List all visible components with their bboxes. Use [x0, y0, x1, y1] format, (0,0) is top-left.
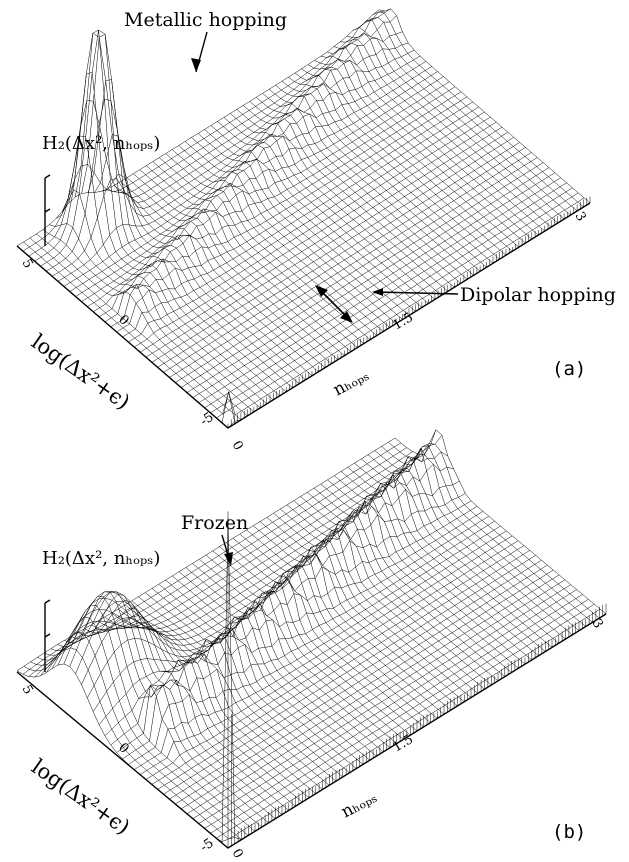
- mesh-line-y: [139, 126, 503, 353]
- annotation-frozen: Frozen: [181, 512, 248, 534]
- ylabel-a: log(Δx²+ϵ): [27, 329, 134, 414]
- mesh-line-y: [157, 555, 536, 790]
- mesh-line-y: [46, 42, 409, 272]
- surface-panel-a: Metallic hopping H₂(Δx², nₕₒₚₛ) Dipolar …: [16, 4, 616, 454]
- mesh-line-y: [110, 515, 489, 746]
- mesh-line-y: [63, 434, 443, 664]
- panel-label-a: (a): [552, 358, 586, 380]
- mesh-line-y: [180, 162, 544, 388]
- mesh-line-y: [22, 10, 385, 252]
- mesh-line-y: [210, 187, 573, 414]
- mesh-line-y: [145, 131, 509, 358]
- arrowhead-frozen: [224, 552, 233, 566]
- mesh-line-y: [151, 550, 530, 785]
- mesh-line-y: [204, 182, 567, 409]
- x-tick-b-0: 0: [229, 847, 246, 862]
- z-tick-b-1: [44, 599, 51, 604]
- surface-panel-b: Frozen H₂(Δx², nₕₒₚₛ) 5 0 -5 0 1.5 3 log…: [16, 429, 607, 862]
- mesh-line-y: [92, 500, 472, 712]
- mesh-line-y: [75, 71, 438, 297]
- mesh-line-y: [151, 137, 514, 363]
- mesh-line-y: [16, 9, 380, 247]
- mesh-line-y: [163, 147, 526, 373]
- arrowhead-dipolar-hopping-3: [315, 285, 328, 297]
- front-edge-a: [16, 202, 591, 429]
- mesh-line-y: [98, 91, 462, 318]
- z-tick-a-1: [44, 174, 51, 179]
- mesh-line-y: [57, 55, 421, 282]
- y-tick-a-5: 5: [19, 257, 36, 272]
- mesh-line-y: [87, 493, 466, 699]
- arrow-dipolar-hopping-1: [375, 291, 459, 295]
- mesh-line-y: [93, 86, 456, 312]
- y-tick-b-neg5: -5: [198, 836, 217, 856]
- mesh-line-y: [122, 525, 501, 760]
- mesh-line-y: [175, 569, 554, 805]
- mesh-line-y: [192, 172, 555, 398]
- mesh-line-y: [110, 101, 473, 328]
- mesh-line-y: [216, 603, 595, 839]
- mesh-line-y: [81, 76, 444, 302]
- mesh-line-y: [221, 197, 585, 423]
- mesh-line-y: [40, 453, 419, 676]
- mesh-line-y: [51, 445, 431, 669]
- mesh-line-y: [180, 574, 560, 810]
- mesh-line-y: [116, 520, 495, 753]
- x-tick-a-0: 0: [229, 439, 246, 454]
- mesh-line-y: [28, 447, 407, 677]
- mesh-line-y: [34, 451, 413, 678]
- mesh-line-y: [40, 29, 403, 267]
- mesh-line-y: [46, 454, 425, 673]
- mesh-line-y: [134, 535, 513, 770]
- zlabel-b: H₂(Δx², nₕₒₚₛ): [42, 548, 160, 569]
- mesh-line-y: [157, 142, 520, 368]
- annotation-metallic-hopping: Metallic hopping: [124, 9, 287, 31]
- mesh-line-y: [87, 81, 450, 307]
- arrowhead-dipolar-hopping-2: [340, 311, 353, 323]
- mesh-line-y: [186, 579, 566, 815]
- mesh-line-y: [192, 584, 571, 819]
- mesh-line-y: [216, 192, 579, 419]
- mesh-line-y: [128, 116, 491, 343]
- mesh-line-y: [169, 564, 548, 800]
- mesh-line-y: [175, 157, 538, 383]
- panel-label-b: (b): [552, 821, 586, 843]
- mesh-line-y: [134, 121, 497, 348]
- mesh-line-y: [69, 447, 448, 667]
- mesh-line-y: [116, 106, 479, 333]
- arrowhead-metallic-hopping: [191, 58, 201, 72]
- mesh-line-y: [57, 429, 437, 666]
- xlabel-b: nₕₒₚₛ: [338, 787, 380, 822]
- annotation-dipolar-hopping: Dipolar hopping: [460, 284, 616, 306]
- mesh-line-y: [139, 540, 519, 775]
- mesh-line-y: [145, 545, 525, 780]
- ylabel-b: log(Δx²+ϵ): [27, 754, 134, 839]
- mesh-line-y: [128, 530, 507, 765]
- mesh-line-y: [122, 111, 485, 338]
- y-tick-b-5: 5: [19, 683, 36, 698]
- z-tick-b-2: [44, 633, 51, 638]
- mesh-line-y: [16, 437, 396, 672]
- mesh-line-y: [210, 599, 589, 834]
- mesh-line-y: [69, 66, 432, 292]
- z-tick-a-2: [44, 208, 51, 213]
- mesh-line-y: [169, 152, 532, 378]
- mesh-line-y: [163, 559, 542, 795]
- mesh-line-y: [204, 594, 583, 829]
- mesh-line-y: [52, 49, 415, 277]
- surface-mesh-a: [16, 8, 591, 429]
- xlabel-a: nₕₒₚₛ: [330, 365, 372, 400]
- zlabel-a: H₂(Δx², nₕₒₚₛ): [42, 133, 160, 154]
- mesh-line-y: [63, 61, 427, 287]
- mesh-line-y: [198, 589, 577, 824]
- arrowhead-dipolar-hopping-1: [372, 288, 383, 296]
- mesh-line-y: [22, 442, 402, 675]
- mesh-line-y: [34, 15, 397, 262]
- mesh-line-y: [222, 608, 601, 842]
- front-edge-b: [16, 613, 607, 849]
- mesh-line-y: [28, 8, 391, 257]
- mesh-line-y: [186, 167, 550, 393]
- plot-floor-b: [17, 430, 606, 848]
